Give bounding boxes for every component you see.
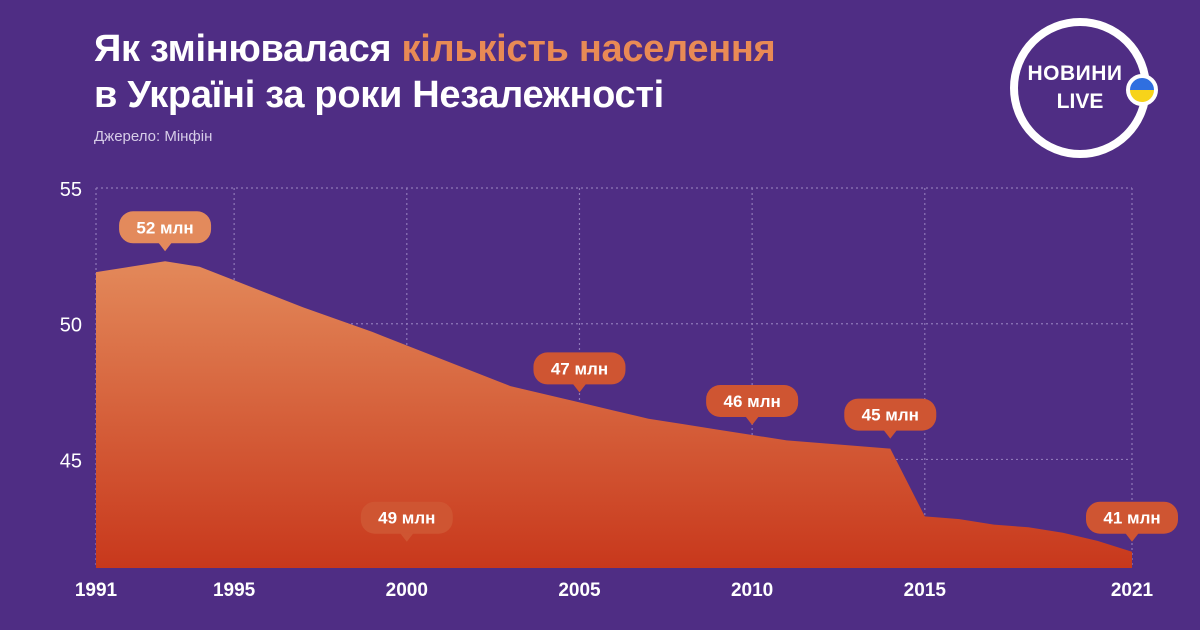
data-label-pointer [883, 429, 898, 439]
data-label-bubble [706, 385, 799, 417]
data-label-text: 49 млн [378, 509, 435, 528]
logo-line-2: LIVE [1056, 90, 1104, 113]
y-tick-label: 55 [60, 179, 82, 201]
x-tick-label: 2015 [904, 580, 947, 601]
x-tick-label: 1991 [75, 580, 118, 601]
data-label: 46 млн [706, 385, 799, 425]
ukraine-flag-icon [1126, 74, 1158, 106]
y-tick-label: 45 [60, 450, 82, 472]
source-note: Джерело: Мінфін [94, 128, 213, 145]
title-part-1: Як змінювалася [94, 28, 402, 70]
data-label-bubble [844, 398, 937, 431]
data-label-text: 46 млн [723, 392, 780, 411]
population-area [96, 261, 1132, 568]
data-label: 41 млн [1086, 501, 1178, 542]
x-tick-label: 2000 [386, 580, 428, 601]
data-label: 47 млн [533, 352, 626, 393]
data-label-bubble [360, 501, 453, 534]
data-label-text: 52 млн [136, 218, 193, 237]
data-label-text: 45 млн [862, 406, 919, 425]
data-label-pointer [399, 532, 414, 542]
data-label-pointer [1125, 532, 1139, 542]
title-line-1: Як змінювалася кількість населення [94, 26, 776, 72]
x-tick-label: 2021 [1111, 580, 1154, 601]
y-tick-label: 50 [60, 315, 82, 337]
page-title: Як змінювалася кількість населення в Укр… [94, 26, 776, 118]
title-accent: кількість населення [401, 28, 776, 70]
data-label: 49 млн [360, 501, 453, 542]
logo-line-1: НОВИНИ [1027, 62, 1123, 85]
axes: 45 50 55 1991 1995 2000 2005 2010 2015 2021 [60, 179, 1154, 601]
data-label-pointer [572, 383, 587, 393]
brand-logo: НОВИНИ LIVE [1010, 18, 1158, 158]
data-label-text: 41 млн [1103, 509, 1160, 528]
data-label-bubble [1086, 501, 1178, 534]
data-label-pointer [158, 242, 173, 252]
data-labels: 52 млн 49 млн 47 млн 46 млн 45 млн 41 млн [119, 211, 1178, 542]
data-label: 52 млн [119, 211, 212, 252]
data-label-bubble [533, 352, 626, 385]
x-tick-label: 1995 [213, 580, 256, 601]
data-label-pointer [745, 416, 760, 425]
area-series [96, 261, 1132, 568]
title-line-2: в Україні за роки Незалежності [94, 74, 664, 116]
data-label-bubble [119, 211, 212, 244]
data-label: 45 млн [844, 398, 937, 439]
x-tick-label: 2010 [731, 580, 773, 601]
data-label-text: 47 млн [551, 359, 608, 378]
x-tick-label: 2005 [558, 580, 601, 601]
